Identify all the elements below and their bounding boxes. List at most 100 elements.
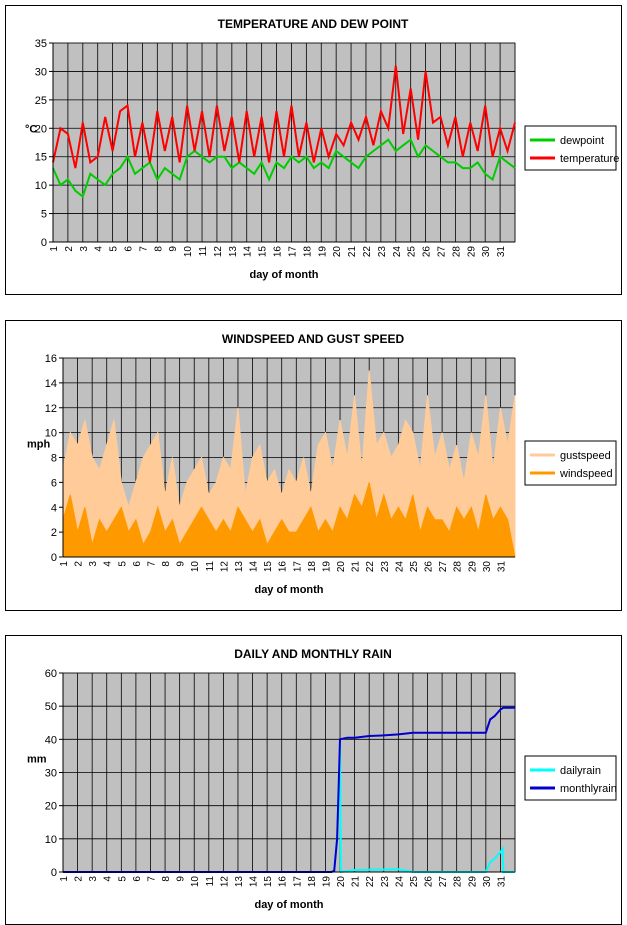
x-tick-label: 20 — [336, 876, 347, 888]
x-tick-label: 4 — [103, 561, 114, 567]
legend-label-monthlyrain: monthlyrain — [560, 783, 617, 795]
y-axis-label: mph — [27, 439, 51, 451]
x-tick-label: 8 — [153, 246, 164, 252]
x-tick-label: 24 — [394, 876, 405, 888]
y-tick-label: 40 — [45, 734, 57, 746]
legend: gustspeed windspeed — [524, 440, 617, 486]
y-tick-label: 20 — [35, 123, 47, 135]
y-tick-label: 30 — [45, 768, 57, 780]
legend-box — [524, 125, 617, 171]
x-axis-label: day of month — [254, 584, 323, 596]
x-tick-label: 26 — [424, 876, 435, 888]
temperature-dewpoint-chart-panel: TEMPERATURE AND DEW POINT 0 5 10 15 20 25 30 35 1… — [5, 5, 622, 295]
y-tick-label: 10 — [45, 428, 57, 440]
x-tick-label: 18 — [307, 876, 318, 888]
y-tick-label: 16 — [45, 353, 57, 365]
x-tick-label: 15 — [258, 246, 269, 258]
x-tick-label: 25 — [409, 561, 420, 573]
x-tick-label: 27 — [436, 246, 447, 258]
y-tick-label: 8 — [51, 453, 57, 465]
x-tick-label: 29 — [466, 246, 477, 258]
x-tick-label: 26 — [424, 561, 435, 573]
y-tick-label: 4 — [51, 502, 57, 514]
x-tick-label: 19 — [317, 246, 328, 258]
plot-area — [52, 42, 516, 243]
x-tick-label: 7 — [146, 876, 157, 882]
x-tick-label: 31 — [496, 246, 507, 258]
dewpoint-series-line — [52, 138, 516, 199]
x-tick-label: 31 — [496, 876, 507, 888]
y-tick-label: 0 — [51, 867, 57, 879]
x-tick-label: 1 — [59, 561, 70, 567]
x-tick-label: 17 — [292, 561, 303, 573]
x-tick-label: 22 — [362, 246, 373, 258]
x-tick-label: 15 — [263, 876, 274, 888]
x-tick-label: 1 — [49, 246, 60, 252]
x-tick-label: 28 — [451, 246, 462, 258]
x-tick-label: 13 — [234, 561, 245, 573]
x-tick-label: 6 — [132, 561, 143, 567]
rain-chart-panel: DAILY AND MONTHLY RAIN 0 10 20 30 40 50 60 1 2 3 4 5… — [5, 635, 622, 925]
x-tick-label: 3 — [88, 876, 99, 882]
x-tick-label: 16 — [273, 246, 284, 258]
x-tick-label: 16 — [278, 561, 289, 573]
x-tick-label: 2 — [74, 561, 85, 567]
x-tick-label: 29 — [467, 561, 478, 573]
x-tick-label: 21 — [347, 246, 358, 258]
x-tick-label: 2 — [64, 246, 75, 252]
chart-title: TEMPERATURE AND DEW POINT — [218, 17, 409, 31]
x-tick-label: 31 — [496, 561, 507, 573]
x-tick-label: 6 — [132, 876, 143, 882]
x-tick-label: 13 — [234, 876, 245, 888]
x-tick-label: 5 — [117, 561, 128, 567]
x-tick-label: 20 — [336, 561, 347, 573]
x-tick-label: 30 — [481, 246, 492, 258]
x-tick-label: 4 — [94, 246, 105, 252]
x-tick-label: 21 — [351, 876, 362, 888]
y-tick-label: 12 — [45, 403, 57, 415]
x-tick-label: 22 — [365, 561, 376, 573]
x-tick-label: 22 — [365, 876, 376, 888]
y-axis-label: °C — [25, 124, 37, 136]
x-tick-label: 14 — [249, 876, 260, 888]
x-tick-label: 14 — [249, 561, 260, 573]
y-tick-label: 60 — [45, 668, 57, 680]
y-tick-label: 14 — [45, 378, 57, 390]
x-tick-label: 5 — [109, 246, 120, 252]
x-tick-label: 26 — [422, 246, 433, 258]
x-tick-label: 17 — [292, 876, 303, 888]
x-tick-label: 13 — [228, 246, 239, 258]
x-tick-label: 6 — [124, 246, 135, 252]
legend-label-dailyrain: dailyrain — [560, 765, 601, 777]
chart-title: DAILY AND MONTHLY RAIN — [234, 647, 392, 661]
x-tick-label: 10 — [190, 561, 201, 573]
x-tick-label: 12 — [219, 876, 230, 888]
x-tick-label: 24 — [394, 561, 405, 573]
x-tick-label: 9 — [168, 246, 179, 252]
x-tick-label: 9 — [176, 561, 187, 567]
legend-label-windspeed: windspeed — [559, 468, 613, 480]
x-tick-label: 12 — [219, 561, 230, 573]
monthlyrain-series-line — [63, 706, 515, 873]
x-tick-label: 27 — [438, 561, 449, 573]
x-tick-label: 1 — [59, 876, 70, 882]
y-tick-label: 10 — [45, 834, 57, 846]
legend-label-temperature: temperature — [560, 153, 619, 165]
legend-box — [524, 755, 617, 801]
y-tick-label: 50 — [45, 701, 57, 713]
x-tick-label: 23 — [380, 876, 391, 888]
x-axis-label: day of month — [254, 899, 323, 911]
x-axis-label: day of month — [249, 269, 318, 281]
x-tick-label: 30 — [482, 876, 493, 888]
x-tick-label: 30 — [482, 561, 493, 573]
x-tick-label: 19 — [321, 876, 332, 888]
legend-label-gustspeed: gustspeed — [560, 450, 611, 462]
y-tick-label: 5 — [41, 209, 47, 221]
x-tick-label: 4 — [103, 876, 114, 882]
x-tick-label: 2 — [74, 876, 85, 882]
y-tick-label: 0 — [51, 552, 57, 564]
x-tick-label: 18 — [302, 246, 313, 258]
wind-gust-chart-panel: WINDSPEED AND GUST SPEED 0 2 4 6 8 10 12 14 16 1 2 3… — [5, 320, 622, 611]
x-tick-label: 28 — [453, 876, 464, 888]
